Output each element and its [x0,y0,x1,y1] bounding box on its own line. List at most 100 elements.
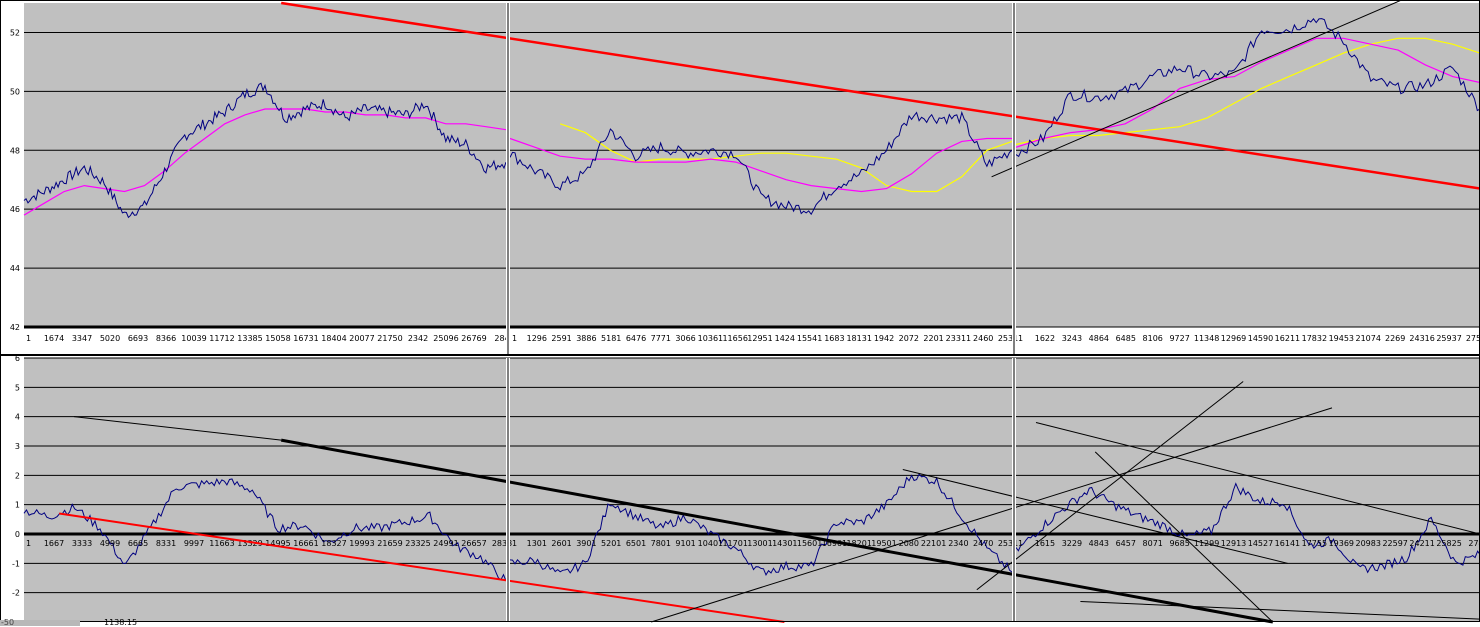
x-tick-label: 6457 [1116,539,1136,548]
x-tick-label: 12951 [747,334,772,343]
x-tick-label: 2201 [923,334,943,343]
x-tick-label: 25937 [1436,334,1461,343]
plot-background [1016,358,1480,622]
x-tick-label: 5020 [100,334,120,343]
x-tick-label: 12969 [1221,334,1246,343]
x-tick-label: 274 [1468,539,1480,548]
x-tick-label: 3347 [72,334,92,343]
x-tick-label: 26769 [461,334,486,343]
x-tick-label: 15601 [797,539,822,548]
x-tick-label: 24211 [1409,539,1434,548]
x-tick-label: 19453 [1329,334,1354,343]
x-tick-label: 19501 [871,539,896,548]
x-tick-label: 1296 [527,334,547,343]
plot-background [24,3,506,327]
x-tick-label: 22597 [1382,539,1407,548]
x-tick-label: 2591 [551,334,571,343]
y-tick-label: 50 [10,87,20,96]
y-tick-label: 46 [10,205,20,214]
x-tick-label: 5201 [601,539,621,548]
x-tick-label: 1942 [874,334,894,343]
x-tick-label: 1667 [44,539,64,548]
x-tick-label: 8071 [1143,539,1163,548]
x-tick-label: 3229 [1062,539,1082,548]
x-tick-label: 14527 [1248,539,1273,548]
plot-background [510,3,1012,327]
x-tick-label: 6665 [128,539,148,548]
x-tick-label: 20077 [349,334,374,343]
plot-background [1016,3,1480,327]
x-tick-label: 18404 [321,334,346,343]
x-tick-label: 3243 [1062,334,1082,343]
x-tick-label: 2755 [1466,334,1480,343]
x-tick-label: 3886 [576,334,596,343]
y-tick-label: 1 [15,501,20,510]
x-tick-label: 2072 [899,334,919,343]
x-tick-label: 1424 [775,334,795,343]
x-tick-label: 6693 [128,334,148,343]
x-tick-label: 2342 [408,334,428,343]
x-tick-label: 19369 [1329,539,1354,548]
x-tick-label: 26657 [461,539,486,548]
y-tick-label: 0 [15,530,20,539]
y-tick-label: 44 [10,264,20,273]
x-tick-label: 15541 [797,334,822,343]
x-tick-label: 3066 [675,334,695,343]
x-tick-label: 10361 [698,334,723,343]
x-tick-label: 8106 [1143,334,1163,343]
x-tick-label: 4864 [1089,334,1109,343]
x-tick-label: 10039 [181,334,206,343]
y-tick-label: 42 [10,323,20,332]
x-tick-label: 7801 [651,539,671,548]
x-tick-label: 2340 [948,539,968,548]
x-tick-label: 1 [512,539,517,548]
x-tick-label: 16211 [1275,334,1300,343]
x-tick-label: 1 [1018,539,1023,548]
x-tick-label: 6485 [1116,334,1136,343]
x-tick-label: 14590 [1248,334,1273,343]
y-tick-label: 3 [15,442,20,451]
x-tick-label: 9101 [675,539,695,548]
x-tick-label: 16661 [293,539,318,548]
x-tick-label: 15058 [265,334,290,343]
x-tick-label: 5181 [601,334,621,343]
x-tick-label: 6501 [626,539,646,548]
x-tick-label: 11663 [209,539,234,548]
x-tick-label: 25096 [433,334,458,343]
x-tick-label: 10401 [698,539,723,548]
y-tick-label: -2 [12,589,20,598]
x-tick-label: 13001 [747,539,772,548]
x-tick-label: 3333 [72,539,92,548]
x-tick-label: 9997 [184,539,204,548]
x-tick-label: 9685 [1169,539,1189,548]
x-tick-label: 2601 [551,539,571,548]
x-tick-label: 4999 [100,539,120,548]
x-tick-label: 21074 [1356,334,1381,343]
x-tick-label: 1 [512,334,517,343]
x-tick-label: 6476 [626,334,646,343]
x-tick-label: 23325 [405,539,430,548]
x-tick-label: 21750 [377,334,402,343]
x-tick-label: 17755 [1302,539,1327,548]
x-tick-label: 7771 [651,334,671,343]
x-tick-label: 1674 [44,334,64,343]
x-tick-label: 19993 [349,539,374,548]
x-tick-label: 11712 [209,334,234,343]
plot-background [510,358,1012,622]
x-tick-label: 2269 [1385,334,1405,343]
y-tick-label: -1 [12,559,20,568]
x-tick-label: 20983 [1356,539,1381,548]
x-tick-label: 8366 [156,334,176,343]
x-tick-label: 21659 [377,539,402,548]
x-tick-label: 22101 [921,539,946,548]
x-tick-label: 23311 [946,334,971,343]
x-tick-label: 8331 [156,539,176,548]
x-tick-label: 1683 [824,334,844,343]
x-tick-label: 16731 [293,334,318,343]
x-tick-label: 18327 [321,539,346,548]
plot-background [24,358,506,622]
y-tick-label: 4 [15,413,20,422]
